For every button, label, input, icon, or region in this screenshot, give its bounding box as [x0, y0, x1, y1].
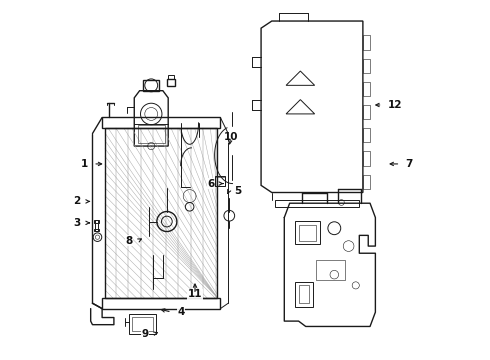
Bar: [94, 229, 99, 231]
Bar: [143, 80, 159, 91]
Bar: [363, 128, 370, 143]
Bar: [105, 128, 218, 298]
Bar: [298, 285, 309, 303]
Bar: [138, 125, 165, 143]
Bar: [102, 117, 220, 128]
Bar: [167, 79, 175, 86]
Bar: [363, 82, 370, 96]
Text: 10: 10: [223, 132, 238, 142]
Text: 4: 4: [177, 307, 185, 317]
Bar: [132, 317, 153, 331]
Text: 7: 7: [406, 159, 413, 169]
Bar: [129, 314, 156, 334]
Text: 12: 12: [388, 100, 402, 110]
Bar: [94, 220, 99, 222]
Bar: [275, 200, 359, 207]
Bar: [168, 75, 174, 79]
Bar: [298, 225, 317, 241]
Bar: [317, 260, 345, 280]
Text: 5: 5: [234, 186, 242, 196]
Bar: [363, 105, 370, 119]
Bar: [215, 177, 224, 186]
Text: 11: 11: [188, 289, 202, 299]
Bar: [363, 35, 370, 50]
Bar: [210, 179, 215, 186]
Text: 1: 1: [80, 159, 88, 169]
Text: 9: 9: [142, 329, 148, 339]
Bar: [215, 176, 225, 186]
Bar: [295, 221, 320, 244]
Text: 2: 2: [74, 197, 81, 206]
Text: 8: 8: [125, 236, 132, 246]
Bar: [102, 298, 220, 309]
Bar: [295, 282, 313, 307]
Bar: [95, 220, 98, 231]
Text: 6: 6: [207, 179, 215, 189]
Text: 3: 3: [74, 218, 81, 228]
Bar: [363, 152, 370, 166]
Bar: [363, 59, 370, 73]
Bar: [363, 175, 370, 189]
